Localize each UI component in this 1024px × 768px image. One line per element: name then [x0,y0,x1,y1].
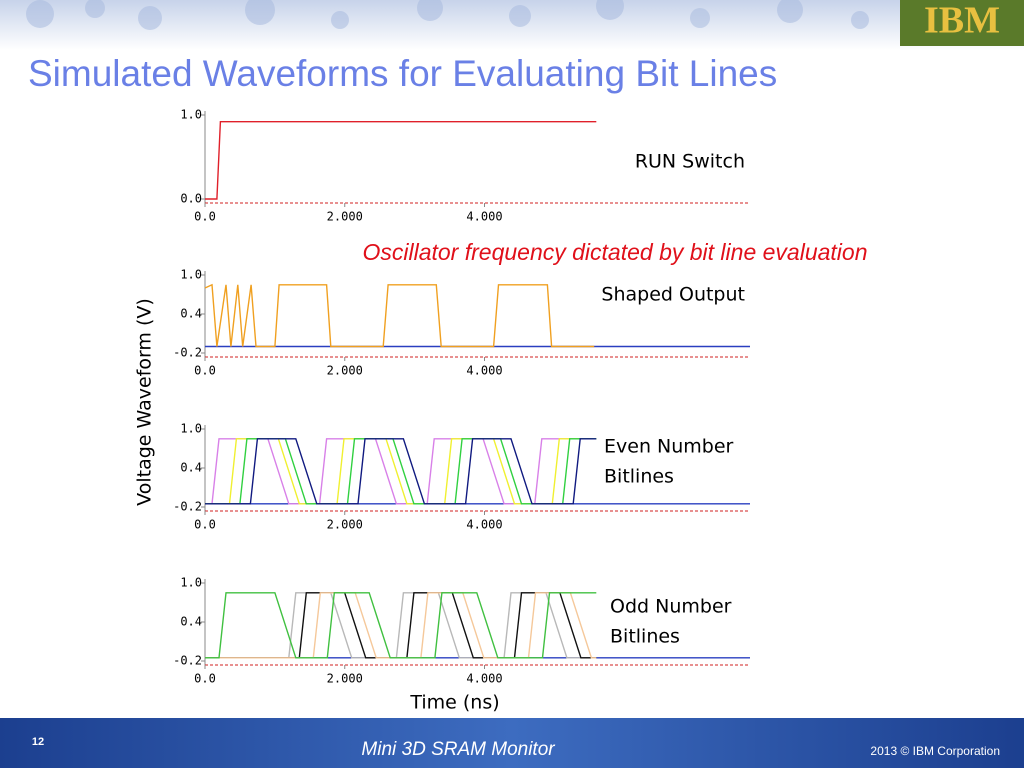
waveform [205,438,591,505]
trace-label: Even Number [604,436,734,458]
waveform [205,121,597,200]
x-tick-label: 0.0 [194,672,216,686]
y-tick-label: 1.0 [180,268,202,282]
x-tick-label: 2.000 [327,518,363,532]
y-tick-label: 1.0 [180,422,202,436]
copyright: 2013 © IBM Corporation [870,744,1000,758]
footer-title: Mini 3D SRAM Monitor [361,739,555,760]
annotation: Oscillator frequency dictated by bit lin… [362,239,867,265]
trace-label: Bitlines [610,626,680,648]
x-tick-label: 0.0 [194,364,216,378]
x-tick-label: 0.0 [194,210,216,224]
y-tick-label: 1.0 [180,576,202,590]
x-tick-label: 4.000 [466,672,502,686]
x-tick-label: 2.000 [327,364,363,378]
x-tick-label: 2.000 [327,210,363,224]
x-tick-label: 2.000 [327,672,363,686]
x-tick-label: 4.000 [466,518,502,532]
y-tick-label: -0.2 [173,500,202,514]
header-bubbles [26,0,869,30]
waveform [205,592,597,659]
logo: IBM [924,0,1000,42]
x-tick-label: 4.000 [466,210,502,224]
waveform [205,592,597,659]
y-tick-label: 0.0 [180,192,202,206]
trace-label: Odd Number [610,596,732,618]
y-tick-label: -0.2 [173,346,202,360]
x-tick-label: 0.0 [194,518,216,532]
page-number: 12 [32,736,44,748]
y-axis-label: Voltage Waveform (V) [134,298,156,506]
logo-bg [900,0,1024,46]
y-tick-label: 0.4 [180,615,202,629]
footer-bar [0,718,1024,768]
trace-label: RUN Switch [635,151,745,173]
y-tick-label: 0.4 [180,307,202,321]
y-tick-label: 0.4 [180,461,202,475]
x-axis-label: Time (ns) [409,692,499,714]
waveform [205,592,597,659]
trace-label: Bitlines [604,466,674,488]
waveform [204,283,595,348]
x-tick-label: 4.000 [466,364,502,378]
waveform [205,592,597,659]
y-tick-label: 1.0 [180,108,202,122]
y-tick-label: -0.2 [173,654,202,668]
trace-label: Shaped Output [601,284,745,306]
slide-title: Simulated Waveforms for Evaluating Bit L… [28,53,777,94]
waveform [205,438,597,505]
